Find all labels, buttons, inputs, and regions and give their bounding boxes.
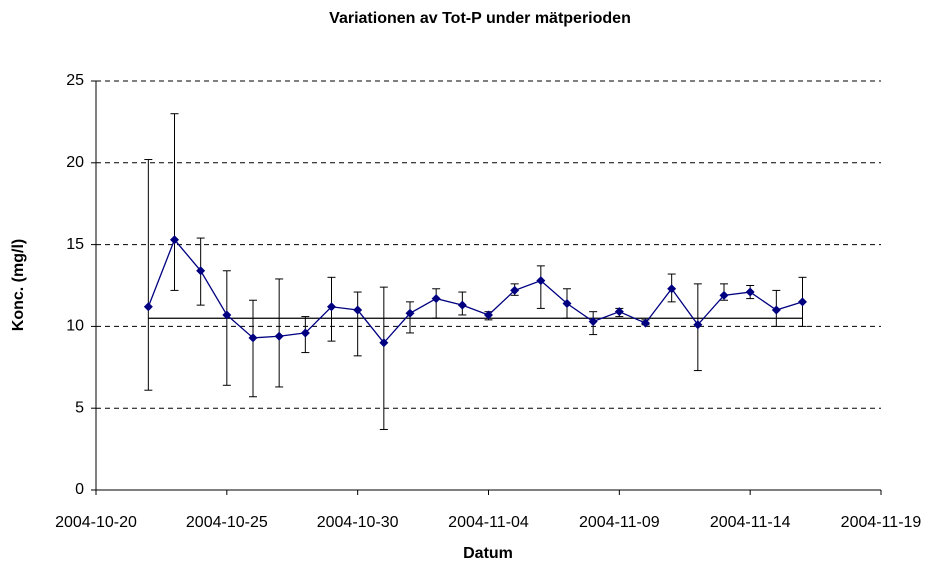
marker — [614, 307, 624, 317]
marker — [693, 320, 703, 330]
marker — [300, 328, 310, 338]
x-tick-label: 2004-11-04 — [448, 514, 529, 531]
marker — [196, 266, 206, 276]
y-tick-label: 5 — [75, 399, 84, 416]
marker — [562, 298, 572, 308]
marker — [274, 331, 284, 341]
marker — [510, 285, 520, 295]
marker — [143, 302, 153, 312]
marker — [719, 290, 729, 300]
marker — [431, 294, 441, 304]
marker — [222, 310, 232, 320]
marker — [170, 235, 179, 245]
marker — [327, 302, 336, 312]
x-tick-label: 2004-10-25 — [186, 514, 268, 531]
marker — [588, 316, 598, 326]
y-tick-label: 25 — [66, 72, 84, 89]
y-tick-label: 0 — [75, 481, 84, 498]
y-tick-label: 10 — [66, 318, 84, 335]
x-tick-label: 2004-11-14 — [710, 514, 791, 531]
marker — [484, 310, 493, 320]
marker — [771, 305, 781, 315]
marker — [457, 300, 467, 310]
x-tick-label: 2004-11-19 — [841, 514, 922, 531]
marker — [405, 308, 415, 318]
x-tick-label: 2004-10-20 — [55, 514, 137, 531]
x-tick-label: 2004-11-09 — [579, 514, 660, 531]
marker — [536, 276, 546, 286]
y-tick-label: 20 — [66, 154, 84, 171]
marker — [667, 284, 677, 294]
marker — [379, 338, 389, 348]
marker — [641, 318, 650, 328]
x-axis-label: Datum — [463, 545, 513, 562]
x-tick-label: 2004-10-30 — [317, 514, 399, 531]
chart-title: Variationen av Tot-P under mätperioden — [329, 10, 631, 27]
y-axis-label: Konc. (mg/l) — [10, 239, 27, 331]
marker — [353, 305, 363, 315]
y-tick-label: 15 — [66, 236, 84, 253]
marker — [248, 333, 258, 343]
marker — [798, 297, 807, 307]
data-line — [147, 238, 803, 344]
marker — [745, 287, 755, 297]
